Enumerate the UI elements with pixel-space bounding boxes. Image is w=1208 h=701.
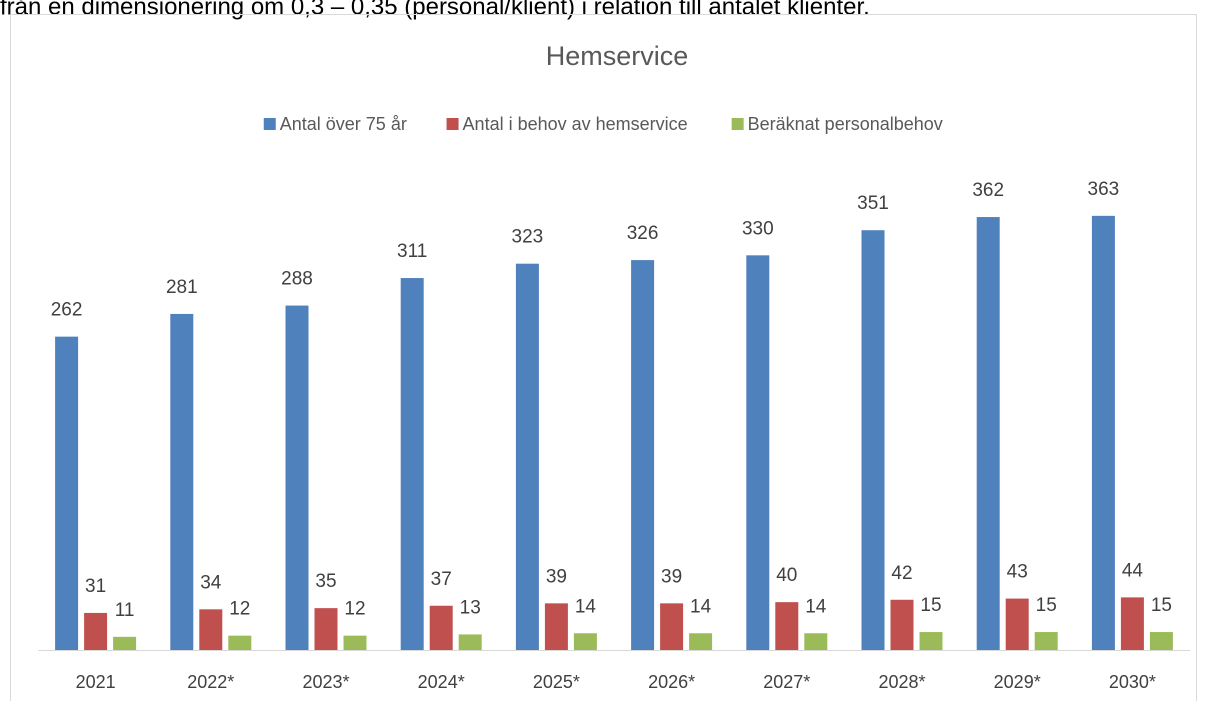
bar bbox=[631, 260, 655, 650]
data-label: 43 bbox=[1007, 562, 1028, 583]
bar bbox=[1120, 597, 1144, 650]
data-label: 330 bbox=[742, 218, 774, 239]
data-label: 12 bbox=[344, 599, 365, 620]
data-label: 362 bbox=[972, 180, 1004, 201]
data-label: 34 bbox=[200, 572, 222, 593]
data-label: 288 bbox=[281, 269, 313, 290]
bar bbox=[861, 230, 885, 651]
bar bbox=[343, 635, 367, 650]
x-tick-label: 2026* bbox=[648, 672, 695, 692]
data-label: 31 bbox=[85, 576, 106, 597]
x-tick-label: 2030* bbox=[1109, 672, 1156, 692]
legend-label: Antal över 75 år bbox=[280, 114, 407, 134]
x-tick-label: 2024* bbox=[418, 672, 465, 692]
bar bbox=[573, 633, 597, 650]
bar bbox=[113, 636, 137, 650]
x-tick-label: 2027* bbox=[763, 672, 810, 692]
legend-swatch bbox=[263, 118, 276, 130]
data-label: 42 bbox=[891, 563, 912, 584]
bar bbox=[458, 634, 482, 650]
bar bbox=[544, 603, 568, 650]
x-tick-label: 2021 bbox=[76, 672, 116, 692]
x-tick-label: 2029* bbox=[994, 672, 1041, 692]
intro-text: från en dimensionering om 0,3 – 0,35 (pe… bbox=[0, 0, 870, 20]
bar bbox=[1005, 598, 1029, 650]
legend-label: Beräknat personalbehov bbox=[748, 114, 943, 134]
x-tick-label: 2028* bbox=[878, 672, 925, 692]
data-label: 44 bbox=[1122, 560, 1144, 581]
bar bbox=[804, 633, 828, 650]
bar bbox=[55, 336, 79, 650]
x-tick-label: 2023* bbox=[302, 672, 349, 692]
bar bbox=[1091, 215, 1115, 651]
bar bbox=[660, 603, 684, 650]
chart-title: Hemservice bbox=[546, 41, 689, 71]
data-label: 40 bbox=[776, 565, 797, 586]
data-label: 15 bbox=[1036, 595, 1057, 616]
data-label: 262 bbox=[51, 300, 83, 321]
bar bbox=[775, 602, 799, 650]
data-label: 39 bbox=[661, 566, 682, 587]
data-label: 363 bbox=[1088, 179, 1120, 200]
bar bbox=[515, 263, 539, 650]
bar bbox=[314, 608, 338, 650]
data-label: 311 bbox=[397, 241, 427, 262]
bar bbox=[285, 305, 309, 650]
bar bbox=[1149, 632, 1173, 650]
data-label: 12 bbox=[229, 599, 250, 620]
data-label: 14 bbox=[575, 596, 597, 617]
x-tick-label: 2025* bbox=[533, 672, 580, 692]
data-label: 13 bbox=[460, 597, 481, 618]
data-label: 15 bbox=[920, 595, 941, 616]
bar bbox=[919, 632, 943, 650]
chart-frame bbox=[10, 14, 1197, 701]
bar bbox=[228, 635, 252, 650]
bar bbox=[746, 255, 770, 650]
data-label: 11 bbox=[115, 600, 135, 621]
bar bbox=[170, 313, 194, 650]
data-label: 37 bbox=[431, 569, 452, 590]
bar bbox=[689, 633, 713, 650]
legend-label: Antal i behov av hemservice bbox=[463, 114, 688, 134]
bar bbox=[199, 609, 223, 650]
legend-swatch bbox=[446, 118, 459, 130]
bar bbox=[1034, 632, 1058, 650]
data-label: 14 bbox=[690, 596, 712, 617]
data-label: 281 bbox=[166, 277, 198, 298]
bar bbox=[890, 599, 914, 650]
bar bbox=[400, 278, 424, 650]
data-label: 14 bbox=[805, 596, 827, 617]
data-label: 15 bbox=[1151, 595, 1172, 616]
data-label: 326 bbox=[627, 223, 659, 244]
x-tick-label: 2022* bbox=[187, 672, 234, 692]
legend-swatch bbox=[731, 118, 744, 130]
data-label: 39 bbox=[546, 566, 567, 587]
bar bbox=[429, 605, 453, 650]
data-label: 323 bbox=[512, 227, 544, 248]
bar bbox=[84, 612, 108, 650]
data-label: 351 bbox=[857, 193, 889, 214]
bar bbox=[976, 217, 1000, 650]
data-label: 35 bbox=[315, 571, 336, 592]
